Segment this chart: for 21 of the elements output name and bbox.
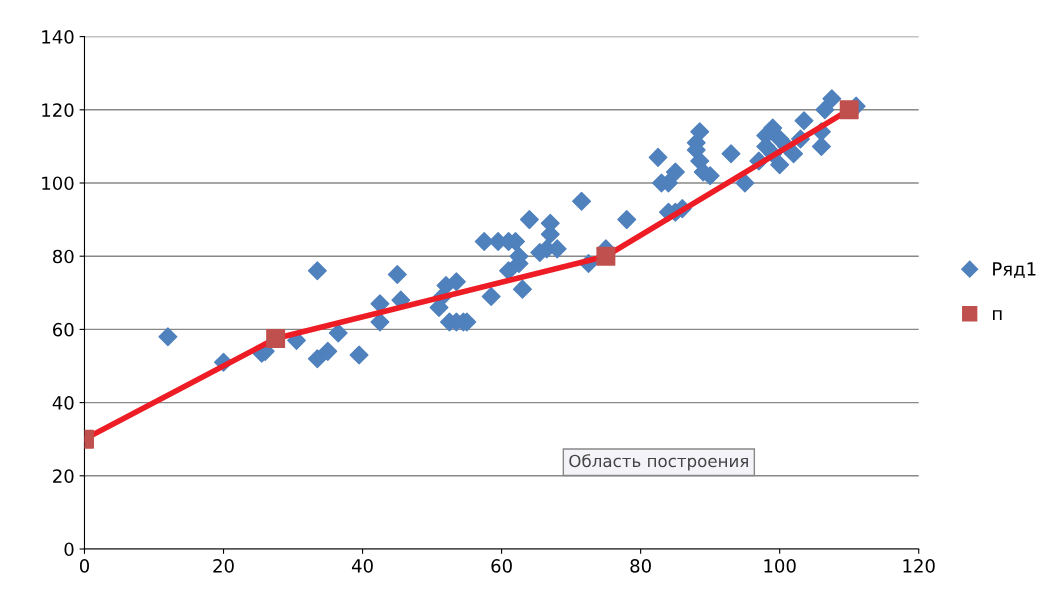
y-tick-label: 120 (42, 103, 74, 117)
y-tick-label: 40 (52, 396, 74, 410)
annotation: Область построения (569, 454, 748, 471)
x-tick-label: 20 (213, 559, 234, 573)
point (839, 100, 859, 120)
legend-label: п (993, 310, 1002, 321)
legend-label: Ряд1 (993, 262, 1036, 278)
x-tick-label: 100 (764, 559, 796, 573)
y-tick-label: 60 (53, 322, 74, 337)
x-tick-label: 120 (903, 559, 935, 573)
x-tick-label: 40 (351, 559, 373, 573)
point (266, 329, 286, 349)
y-tick-label: 0 (64, 542, 74, 557)
x-tick-label: 0 (79, 559, 90, 573)
y-tick-label: 100 (42, 176, 74, 191)
y-tick-label: 20 (53, 469, 74, 483)
x-tick-label: 80 (630, 559, 651, 573)
y-tick-label: 80 (53, 249, 74, 264)
point (596, 246, 616, 266)
y-tick-label: 140 (42, 30, 74, 44)
x-tick-label: 60 (491, 559, 512, 573)
